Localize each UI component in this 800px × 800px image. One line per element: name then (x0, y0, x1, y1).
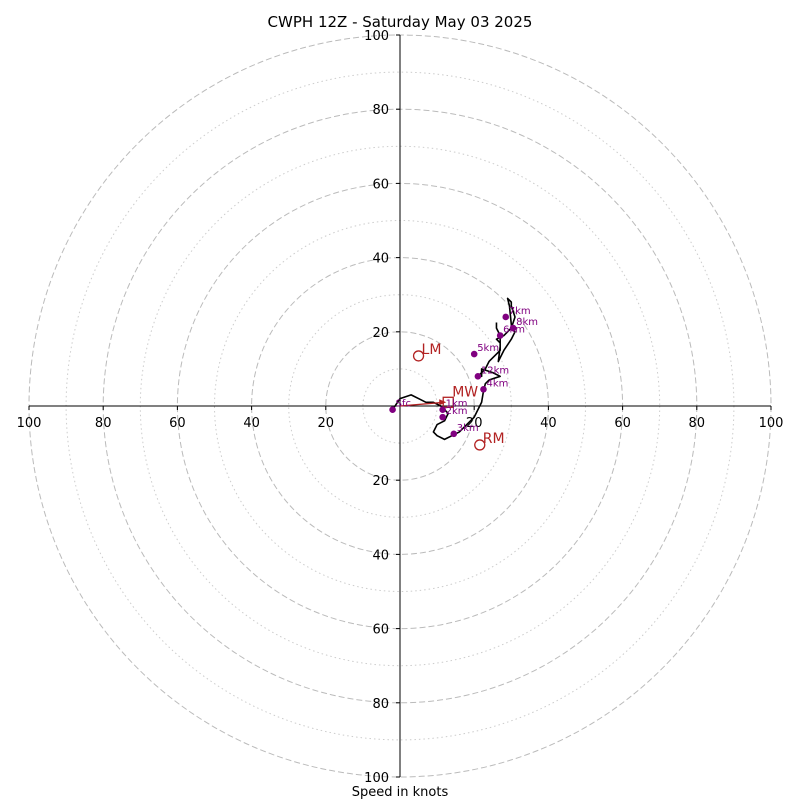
right-mover-marker (474, 439, 486, 451)
height-marker-label: 1km (446, 399, 468, 410)
height-marker-label: Sfc (396, 399, 411, 410)
mean-wind-marker (442, 396, 454, 408)
x-tick-label: 40 (243, 416, 260, 431)
x-tick-label: 100 (759, 416, 784, 431)
storm-motions: LM RM MW (399, 342, 505, 451)
height-marker-dot (502, 313, 510, 321)
height-marker-dot (389, 406, 396, 414)
x-tick-label: 20 (318, 416, 335, 431)
height-marker-dot (470, 350, 478, 358)
x-tick-label: 80 (689, 416, 706, 431)
height-marker-label: 8km (516, 317, 538, 328)
height-marker-dot (439, 413, 446, 421)
height-marker-label: 3km (457, 423, 479, 434)
height-marker-label: 5km (477, 343, 499, 354)
y-tick-label: 40 (372, 548, 389, 563)
x-axis-label: Speed in knots (352, 785, 449, 800)
y-tick-label: 40 (372, 252, 389, 267)
height-marker-label: 7km (509, 306, 531, 317)
height-markers: Sfc1km2km3km4km5km6km7km8km12km (389, 306, 538, 438)
x-tick-label: 60 (169, 416, 186, 431)
height-marker-label: 4km (486, 378, 508, 389)
right-mover-label: RM (483, 431, 505, 447)
mean-wind-label: MW (452, 384, 478, 400)
tick-labels: 100 100 80 80 60 60 40 40 20 20 20 20 40 40 60 60 80 80 10… (17, 29, 784, 786)
height-marker-dot (474, 373, 482, 380)
y-tick-label: 20 (372, 474, 389, 489)
y-tick-label: 60 (372, 177, 389, 192)
height-marker-dot (509, 324, 517, 332)
hodograph-trace (391, 297, 516, 441)
hodograph-line (391, 297, 516, 441)
x-tick-label: 20 (466, 416, 483, 431)
y-tick-label: 100 (364, 29, 389, 44)
height-marker-dot (439, 406, 446, 414)
x-tick-label: 60 (614, 416, 631, 431)
y-tick-label: 60 (372, 623, 389, 638)
y-tick-label: 20 (372, 326, 389, 341)
y-tick-label: 80 (372, 103, 389, 118)
height-marker-dot (480, 386, 487, 393)
left-mover-label: LM (422, 342, 442, 358)
x-tick-label: 80 (95, 416, 112, 431)
height-marker-dot (496, 332, 504, 339)
x-tick-label: 100 (17, 416, 42, 431)
y-tick-label: 100 (364, 771, 389, 786)
height-marker-dot (450, 430, 458, 438)
mean-wind-vector (399, 401, 445, 407)
chart-title: CWPH 12Z - Saturday May 03 2025 (268, 13, 533, 31)
left-mover-marker (412, 350, 425, 362)
x-tick-label: 40 (540, 416, 557, 431)
y-tick-label: 80 (372, 697, 389, 712)
height-marker-label: 12km (481, 365, 509, 376)
height-marker-label: 2km (446, 406, 468, 417)
